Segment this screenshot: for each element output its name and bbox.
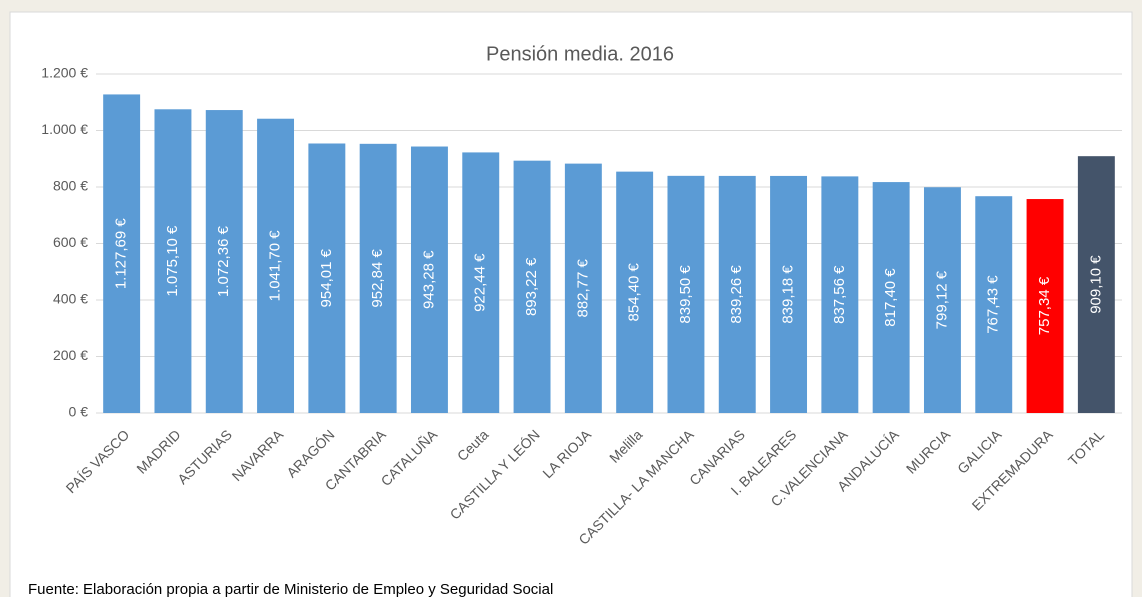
data-label: 882,77 € bbox=[574, 258, 591, 317]
bar bbox=[975, 196, 1013, 413]
data-label: 757,34 € bbox=[1036, 276, 1053, 335]
bar bbox=[923, 187, 961, 413]
data-label: 854,40 € bbox=[626, 262, 643, 321]
data-label: 799,12 € bbox=[933, 270, 950, 329]
bar bbox=[770, 175, 808, 413]
bar bbox=[462, 152, 500, 413]
data-label: 767,43 € bbox=[985, 275, 1002, 334]
bar bbox=[667, 175, 705, 413]
bar bbox=[1026, 199, 1064, 413]
y-tick-label: 1.000 € bbox=[41, 121, 88, 137]
data-label: 817,40 € bbox=[882, 268, 899, 327]
bar bbox=[872, 182, 910, 413]
data-label: 893,22 € bbox=[523, 257, 540, 316]
data-label: 839,50 € bbox=[677, 265, 694, 324]
bar bbox=[513, 160, 551, 413]
y-tick-label: 600 € bbox=[53, 234, 88, 250]
bar bbox=[1077, 156, 1115, 413]
bar bbox=[616, 171, 654, 413]
bar bbox=[718, 175, 756, 413]
bar bbox=[359, 143, 397, 413]
bar bbox=[410, 146, 448, 413]
bar bbox=[205, 110, 243, 414]
data-label: 954,01 € bbox=[318, 248, 335, 307]
bar bbox=[257, 118, 295, 413]
bar bbox=[308, 143, 346, 413]
data-label: 1.072,36 € bbox=[215, 225, 232, 297]
data-label: 943,28 € bbox=[420, 250, 437, 309]
data-label: 839,26 € bbox=[728, 265, 745, 324]
data-label: 1.127,69 € bbox=[113, 218, 130, 290]
data-label: 837,56 € bbox=[831, 265, 848, 324]
chart-title: Pensión media. 2016 bbox=[486, 43, 674, 65]
bar bbox=[821, 176, 859, 413]
data-label: 922,44 € bbox=[472, 253, 489, 312]
bar bbox=[564, 163, 602, 413]
y-tick-label: 800 € bbox=[53, 178, 88, 194]
y-tick-label: 0 € bbox=[69, 404, 89, 420]
data-label: 1.041,70 € bbox=[267, 230, 284, 302]
data-label: 952,84 € bbox=[369, 249, 386, 308]
data-label: 839,18 € bbox=[780, 265, 797, 324]
y-tick-label: 200 € bbox=[53, 347, 88, 363]
data-label: 909,10 € bbox=[1087, 255, 1104, 314]
data-label: 1.075,10 € bbox=[164, 225, 181, 297]
y-tick-label: 1.200 € bbox=[41, 65, 88, 81]
bar bbox=[154, 109, 192, 414]
bar bbox=[103, 94, 141, 413]
source-note: Fuente: Elaboración propia a partir de M… bbox=[28, 581, 553, 597]
y-tick-label: 400 € bbox=[53, 291, 88, 307]
